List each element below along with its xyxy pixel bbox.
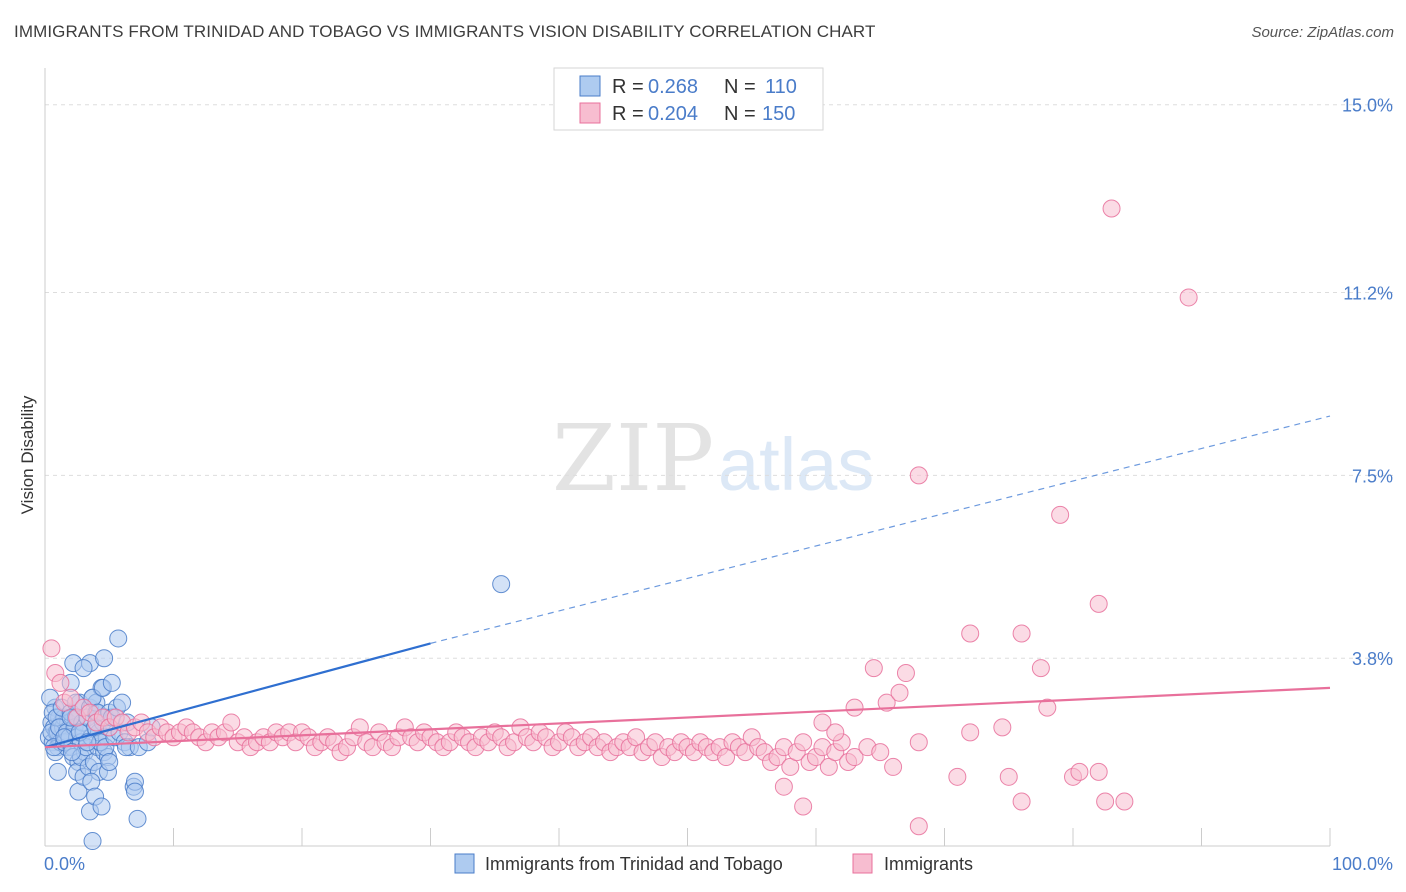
data-point-immigrants bbox=[819, 757, 838, 776]
bottom-legend-swatch-pink bbox=[852, 853, 873, 874]
data-point-trinidad bbox=[83, 832, 102, 851]
data-point-immigrants bbox=[948, 767, 967, 786]
series-legend: Immigrants from Trinidad and Tobago Immi… bbox=[454, 853, 973, 874]
trend-line-trinidad bbox=[44, 642, 431, 749]
trend-lines bbox=[44, 415, 1331, 749]
data-point-immigrants bbox=[1089, 594, 1108, 613]
legend-n-label-1: N = bbox=[724, 76, 756, 98]
legend-n-value-1: 110 bbox=[765, 76, 797, 98]
bottom-legend-swatch-blue bbox=[454, 853, 475, 874]
y-tick-label: 15.0% bbox=[1342, 96, 1393, 116]
data-point-trinidad bbox=[74, 659, 93, 678]
data-point-immigrants bbox=[871, 743, 890, 762]
y-tick-label: 7.5% bbox=[1352, 466, 1393, 486]
data-point-trinidad bbox=[102, 673, 121, 692]
data-point-immigrants bbox=[864, 659, 883, 678]
bottom-legend-label-2: Immigrants bbox=[884, 854, 973, 874]
legend-r-label-2: R = bbox=[612, 103, 644, 125]
stats-legend: R = 0.268 N = 110 R = 0.204 N = 150 bbox=[553, 67, 824, 131]
data-point-immigrants bbox=[845, 698, 864, 717]
data-point-immigrants bbox=[845, 748, 864, 767]
chart-title: IMMIGRANTS FROM TRINIDAD AND TOBAGO VS I… bbox=[14, 22, 876, 41]
data-point-immigrants bbox=[896, 664, 915, 683]
data-point-immigrants bbox=[1115, 792, 1134, 811]
data-point-immigrants bbox=[1012, 792, 1031, 811]
data-point-trinidad bbox=[125, 782, 144, 801]
data-point-immigrants bbox=[794, 797, 813, 816]
data-point-immigrants bbox=[1096, 792, 1115, 811]
x-tick-label-max: 100.0% bbox=[1332, 854, 1393, 874]
data-point-immigrants bbox=[627, 728, 646, 747]
watermark-zip: ZIP bbox=[552, 405, 714, 512]
data-point-immigrants bbox=[717, 748, 736, 767]
data-point-immigrants bbox=[774, 777, 793, 796]
data-point-immigrants bbox=[51, 673, 70, 692]
data-point-trinidad bbox=[48, 762, 67, 781]
data-point-trinidad bbox=[92, 797, 111, 816]
data-point-immigrants bbox=[884, 757, 903, 776]
y-tick-labels: 3.8% 7.5% 11.2% 15.0% bbox=[1342, 96, 1393, 669]
data-point-immigrants bbox=[909, 817, 928, 836]
data-point-immigrants bbox=[781, 757, 800, 776]
data-point-immigrants bbox=[909, 733, 928, 752]
data-point-immigrants bbox=[1038, 698, 1057, 717]
data-point-trinidad bbox=[95, 649, 114, 668]
data-point-immigrants bbox=[222, 713, 241, 732]
data-point-immigrants bbox=[961, 624, 980, 643]
legend-swatch-pink bbox=[579, 102, 601, 124]
legend-n-value-2: 150 bbox=[762, 103, 795, 125]
data-point-immigrants bbox=[813, 713, 832, 732]
data-point-trinidad bbox=[100, 752, 119, 771]
trend-line-immigrants bbox=[44, 686, 1331, 749]
data-point-immigrants bbox=[999, 767, 1018, 786]
data-point-immigrants bbox=[1070, 762, 1089, 781]
y-axis-label: Vision Disability bbox=[18, 395, 37, 514]
y-tick-label: 11.2% bbox=[1343, 284, 1393, 304]
data-point-immigrants bbox=[890, 683, 909, 702]
data-point-immigrants bbox=[1089, 762, 1108, 781]
data-point-trinidad bbox=[113, 693, 132, 712]
data-point-immigrants bbox=[1031, 659, 1050, 678]
legend-n-label-2: N = bbox=[724, 103, 756, 125]
data-point-trinidad bbox=[109, 629, 128, 648]
data-point-immigrants bbox=[61, 688, 80, 707]
legend-swatch-blue bbox=[579, 75, 601, 97]
data-point-immigrants bbox=[1179, 288, 1198, 307]
legend-r-label-1: R = bbox=[612, 76, 644, 98]
data-point-trinidad bbox=[62, 743, 81, 762]
data-point-immigrants bbox=[42, 639, 61, 658]
watermark: ZIP atlas bbox=[552, 405, 874, 512]
data-point-immigrants bbox=[826, 723, 845, 742]
data-point-immigrants bbox=[1012, 624, 1031, 643]
legend-r-value-2: 0.204 bbox=[648, 103, 698, 125]
trend-line-trinidad-extension bbox=[430, 415, 1331, 644]
data-point-immigrants bbox=[909, 466, 928, 485]
source-label: Source: ZipAtlas.com bbox=[1251, 24, 1394, 41]
data-point-immigrants bbox=[993, 718, 1012, 737]
data-point-immigrants bbox=[794, 733, 813, 752]
legend-r-value-1: 0.268 bbox=[648, 76, 698, 98]
data-point-immigrants bbox=[961, 723, 980, 742]
data-point-trinidad bbox=[82, 772, 101, 791]
x-tick-labels: 0.0% 100.0% bbox=[44, 854, 1393, 874]
data-point-trinidad bbox=[128, 809, 147, 828]
bottom-legend-label-1: Immigrants from Trinidad and Tobago bbox=[485, 854, 783, 874]
y-tick-label: 3.8% bbox=[1352, 649, 1393, 669]
x-tick-label-min: 0.0% bbox=[44, 854, 85, 874]
data-point-immigrants bbox=[1102, 199, 1121, 218]
data-point-trinidad bbox=[492, 575, 511, 594]
data-point-immigrants bbox=[1051, 505, 1070, 524]
gridlines bbox=[45, 104, 1395, 659]
watermark-atlas: atlas bbox=[718, 423, 874, 506]
data-point-immigrants bbox=[877, 693, 896, 712]
